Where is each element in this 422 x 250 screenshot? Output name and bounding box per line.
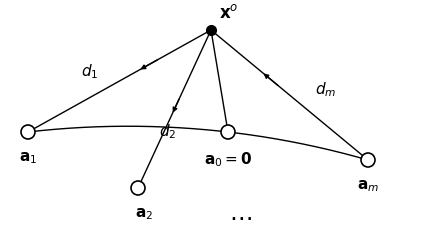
Text: $\mathbf{x}^o$: $\mathbf{x}^o$ bbox=[219, 4, 238, 22]
Text: $\mathbf{a}_1$: $\mathbf{a}_1$ bbox=[19, 150, 37, 166]
Circle shape bbox=[131, 181, 145, 195]
Text: $\mathbf{a}_m$: $\mathbf{a}_m$ bbox=[357, 178, 379, 194]
Text: $\mathbf{a}_2$: $\mathbf{a}_2$ bbox=[135, 206, 153, 222]
Text: $d_1$: $d_1$ bbox=[81, 63, 99, 81]
Circle shape bbox=[361, 153, 375, 167]
Circle shape bbox=[21, 125, 35, 139]
Circle shape bbox=[221, 125, 235, 139]
Text: $\mathbf{a}_0 = \mathbf{0}$: $\mathbf{a}_0 = \mathbf{0}$ bbox=[204, 150, 252, 169]
Text: $d_m$: $d_m$ bbox=[315, 81, 337, 99]
Text: $\cdots$: $\cdots$ bbox=[229, 206, 252, 230]
Text: $d_2$: $d_2$ bbox=[160, 123, 177, 141]
